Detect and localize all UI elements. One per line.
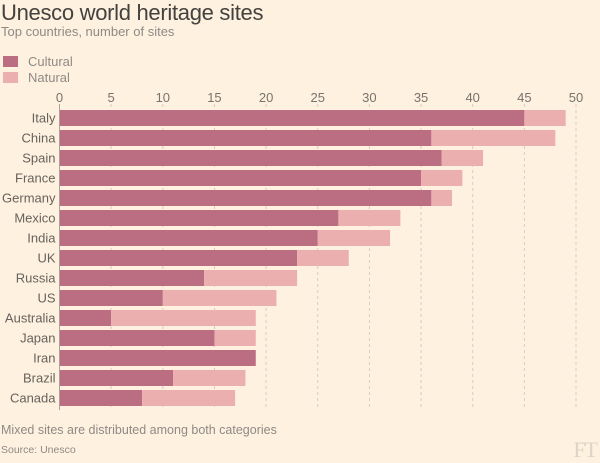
category-label: Japan xyxy=(20,331,55,346)
bar-cultural-mexico xyxy=(59,210,339,226)
category-label: Iran xyxy=(33,351,55,366)
x-tick-label: 30 xyxy=(362,90,376,105)
bar-cultural-uk xyxy=(59,250,298,266)
bar-natural-france xyxy=(421,170,463,186)
category-label: France xyxy=(15,171,55,186)
bar-natural-germany xyxy=(431,190,453,206)
bar-cultural-germany xyxy=(59,190,432,206)
category-label: China xyxy=(22,131,57,146)
chart-title: Unesco world heritage sites xyxy=(1,0,264,25)
bar-natural-canada xyxy=(142,390,236,406)
category-label: Mexico xyxy=(14,211,55,226)
x-tick-label: 40 xyxy=(465,90,479,105)
bar-cultural-brazil xyxy=(59,370,174,386)
legend-label-natural: Natural xyxy=(28,69,70,85)
category-label: Germany xyxy=(2,191,56,206)
x-tick-label: 20 xyxy=(259,90,273,105)
bar-cultural-us xyxy=(59,290,163,306)
category-label: Canada xyxy=(10,391,56,406)
x-tick-label: 25 xyxy=(311,90,325,105)
ft-logo: FT xyxy=(573,437,598,462)
category-label: UK xyxy=(37,251,55,266)
bar-cultural-spain xyxy=(59,150,442,166)
bar-natural-russia xyxy=(204,270,298,286)
bar-natural-italy xyxy=(524,110,566,126)
legend-swatch-natural xyxy=(3,71,18,83)
category-label: Spain xyxy=(22,151,55,166)
bar-cultural-france xyxy=(59,170,422,186)
category-label: Russia xyxy=(16,271,57,286)
bar-natural-china xyxy=(431,130,556,146)
bar-natural-india xyxy=(317,230,391,246)
category-label: India xyxy=(27,231,56,246)
footnote: Mixed sites are distributed among both c… xyxy=(1,423,277,437)
category-label: Australia xyxy=(5,311,56,326)
category-label: US xyxy=(37,291,55,306)
bar-natural-brazil xyxy=(173,370,246,386)
x-tick-label: 45 xyxy=(517,90,531,105)
bar-cultural-canada xyxy=(59,390,143,406)
bar-cultural-iran xyxy=(59,350,256,366)
bar-natural-australia xyxy=(111,310,256,326)
bar-natural-mexico xyxy=(338,210,401,226)
x-tick-label: 35 xyxy=(414,90,428,105)
bar-cultural-china xyxy=(59,130,432,146)
legend-label-cultural: Cultural xyxy=(28,53,73,69)
bar-natural-us xyxy=(162,290,277,306)
legend-swatch-cultural xyxy=(3,55,18,67)
category-label: Italy xyxy=(32,111,56,126)
bar-cultural-india xyxy=(59,230,318,246)
x-tick-label: 50 xyxy=(569,90,583,105)
bar-cultural-italy xyxy=(59,110,525,126)
chart-subtitle: Top countries, number of sites xyxy=(1,24,175,39)
legend-item-natural: Natural xyxy=(3,69,73,85)
bar-natural-uk xyxy=(297,250,349,266)
bar-natural-spain xyxy=(441,150,484,166)
legend: Cultural Natural xyxy=(3,53,73,85)
source-note: Source: Unesco xyxy=(1,444,76,456)
bar-cultural-japan xyxy=(59,330,215,346)
x-tick-label: 5 xyxy=(108,90,115,105)
bar-natural-japan xyxy=(214,330,256,346)
bar-cultural-russia xyxy=(59,270,205,286)
x-tick-label: 0 xyxy=(56,90,63,105)
bar-cultural-australia xyxy=(59,310,112,326)
legend-item-cultural: Cultural xyxy=(3,53,73,69)
x-tick-label: 10 xyxy=(156,90,170,105)
x-tick-label: 15 xyxy=(207,90,221,105)
category-label: Brazil xyxy=(23,371,56,386)
